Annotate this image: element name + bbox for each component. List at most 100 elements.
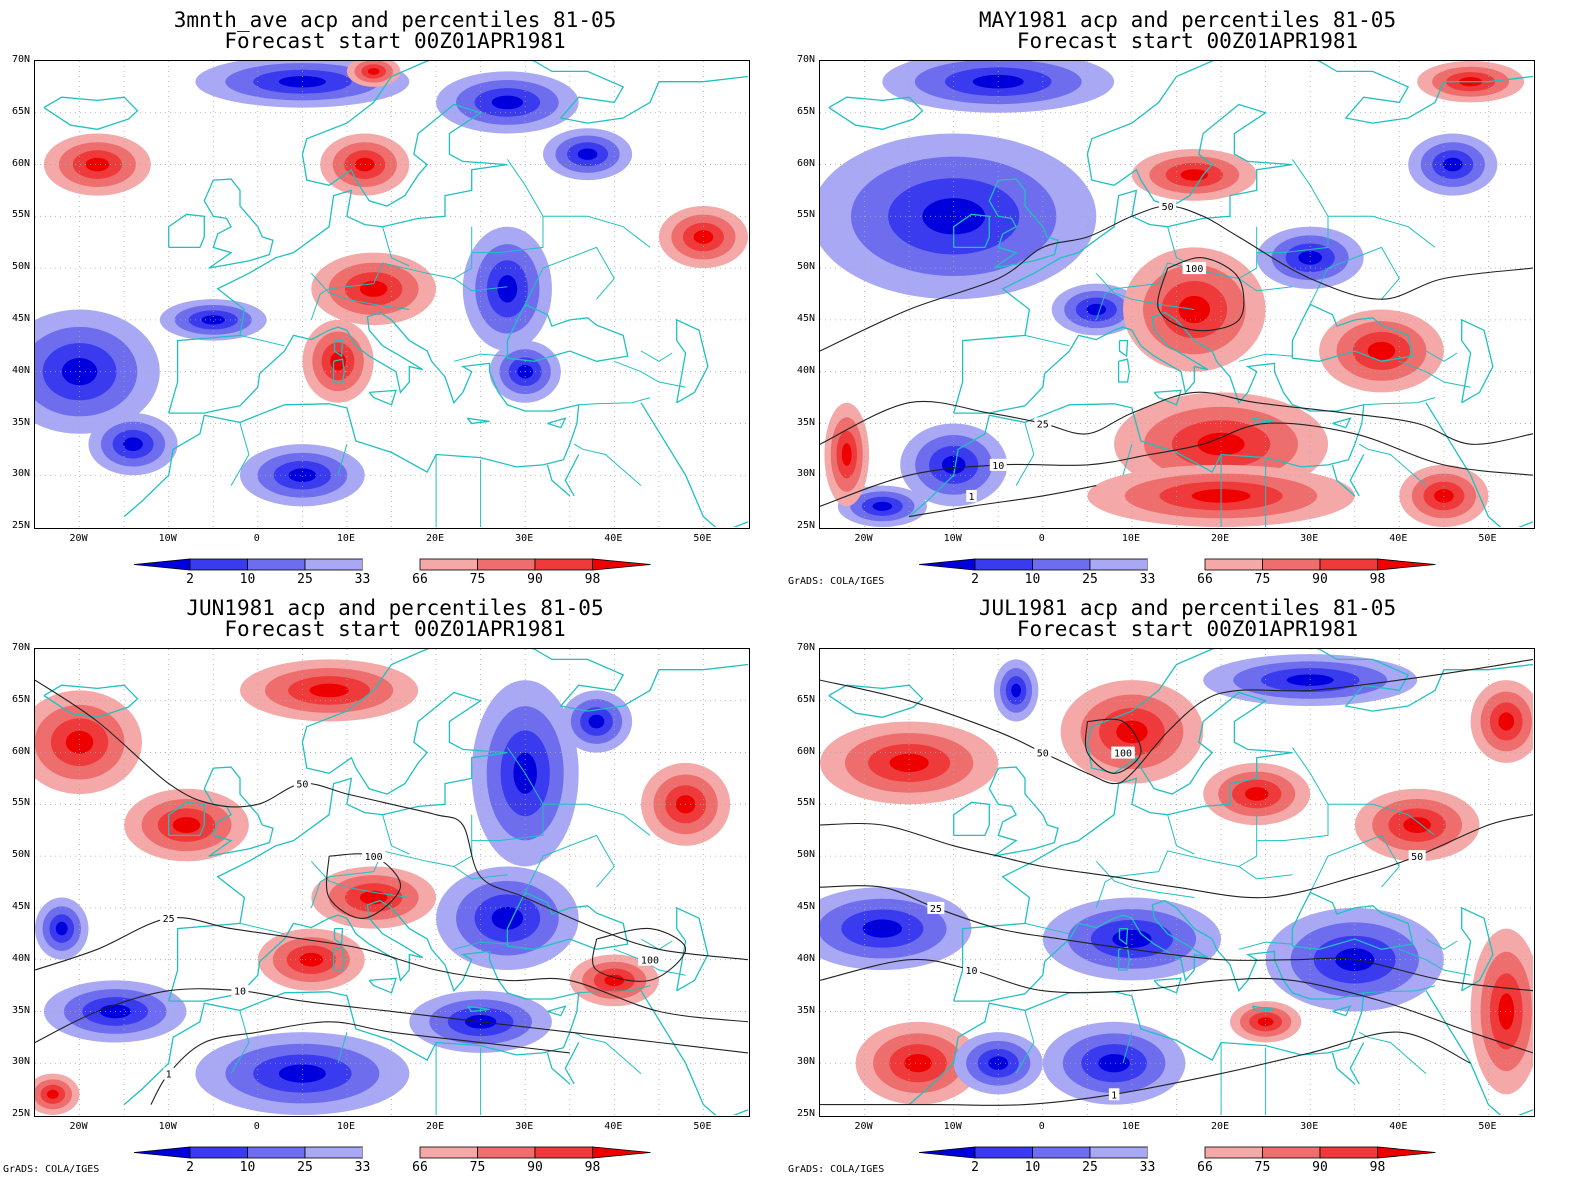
country-border [1238, 353, 1293, 362]
map-area: 50 25 10 100 1 [819, 60, 1535, 529]
contour-line [820, 391, 1533, 445]
colorbar-white-box [1147, 1147, 1205, 1158]
contour-label: 25 [930, 904, 942, 915]
country-border [1095, 850, 1293, 909]
red-percentile-area [904, 1054, 932, 1073]
coastline [1349, 1042, 1365, 1085]
latitude-label: 45N [11, 901, 30, 912]
colorbar-label: 90 [1312, 1160, 1328, 1175]
colorbar-blue-box [304, 1146, 363, 1159]
latitude-label: 65N [11, 105, 30, 117]
coastline [640, 990, 748, 1115]
longitude-label: 30E [515, 533, 534, 544]
blue-percentile-area [1112, 929, 1152, 949]
longitude-label: 20W [854, 1121, 873, 1132]
longitude-label: 30E [515, 1121, 534, 1132]
colorbar-label: 98 [1369, 572, 1386, 587]
contour-line [35, 988, 748, 1054]
coastline [1332, 417, 1352, 429]
coastline [1331, 464, 1356, 497]
country-border [1328, 215, 1436, 248]
country-border [1328, 803, 1436, 836]
longitude-label: 20E [426, 533, 445, 544]
country-border [1256, 159, 1329, 254]
longitude-label: 10E [1121, 533, 1140, 544]
latitude-label: 30N [11, 468, 30, 480]
coastline [1117, 946, 1130, 971]
latitude-label: 50N [796, 261, 815, 273]
contour-line [35, 679, 748, 961]
contour-label-bg [963, 964, 981, 977]
colorbar-red-box [477, 1146, 536, 1159]
latitude-label: 50N [796, 849, 815, 861]
country-border [230, 423, 250, 486]
coastline [168, 61, 748, 414]
blue-percentile-area [1086, 303, 1107, 316]
contour-line [1084, 718, 1142, 774]
blue-percentile-area [1098, 1054, 1130, 1073]
country-border [1358, 1031, 1427, 1074]
latitude-label: 60N [796, 157, 815, 169]
red-percentile-area [1116, 720, 1148, 744]
red-percentile-area [65, 730, 94, 754]
colorbar [134, 558, 651, 571]
contour-label-bg [1182, 262, 1207, 275]
contour-label-bg [293, 777, 311, 790]
coastline [676, 906, 709, 992]
contour-label: 1 [1111, 1090, 1117, 1101]
blue-percentile-area [588, 714, 605, 729]
country-border [1363, 397, 1436, 406]
blue-percentile-area [497, 275, 518, 303]
colorbar-label: 33 [354, 1160, 371, 1175]
grads-credit: GrADS: COLA/IGES [788, 576, 885, 587]
country-border [1399, 360, 1471, 388]
coastline [43, 96, 139, 130]
latitude-label: 55N [796, 209, 815, 221]
country-border [614, 360, 686, 388]
coastline-layer [43, 61, 748, 527]
latitude-label: 30N [796, 1056, 815, 1068]
shading-layer [35, 659, 731, 1115]
coastline [953, 213, 990, 249]
shading-layer [35, 61, 748, 507]
blue-percentile-area [1011, 683, 1021, 698]
red-percentile-area [889, 753, 929, 773]
red-percentile-area [1498, 712, 1515, 731]
colorbar-label: 33 [1139, 572, 1156, 587]
blue-percentile-area [491, 95, 524, 110]
contour-label-bg [989, 458, 1007, 471]
colorbar-label: 25 [1082, 1160, 1098, 1175]
latitude-label: 50N [11, 849, 30, 861]
blue-percentile-area [278, 1064, 326, 1083]
colorbar [134, 1146, 651, 1159]
colorbar-high-arrow [592, 1146, 651, 1159]
colorbar-red-box [1319, 1146, 1378, 1159]
coastline [506, 891, 629, 950]
contour-line [820, 658, 1533, 785]
blue-percentile-area [577, 148, 598, 160]
latitude-label: 60N [11, 157, 30, 169]
shading-layer [820, 61, 1525, 527]
blue-percentile-area [288, 468, 317, 483]
contour-label: 100 [641, 956, 659, 967]
colorbar-blue-box [247, 558, 306, 571]
longitude-label: 20W [69, 1121, 88, 1132]
colorbar-label: 75 [1254, 1160, 1271, 1175]
map-area: 50 50 25 10 1 100 [819, 648, 1535, 1117]
red-percentile-area [1178, 295, 1211, 324]
coastline [1118, 927, 1129, 946]
country-border [230, 1011, 250, 1074]
colorbar-label: 75 [469, 1160, 486, 1175]
country-border [1095, 860, 1195, 898]
contour-label: 1 [166, 1070, 172, 1081]
blue-percentile-area [941, 455, 966, 474]
coastline [1291, 891, 1414, 950]
coastline [368, 389, 397, 406]
contour-label: 100 [1114, 749, 1132, 760]
coastline [546, 1052, 571, 1085]
latitude-label: 25N [11, 520, 30, 532]
panel-title-line1: JUL1981 acp and percentiles 81-05 [978, 596, 1397, 620]
colorbar-label: 66 [412, 1160, 428, 1175]
coastline [640, 402, 748, 527]
map-panel-1: 3mnth_ave acp and percentiles 81-05 Fore… [0, 0, 790, 590]
